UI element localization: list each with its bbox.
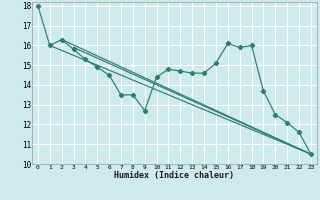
X-axis label: Humidex (Indice chaleur): Humidex (Indice chaleur) (115, 171, 234, 180)
